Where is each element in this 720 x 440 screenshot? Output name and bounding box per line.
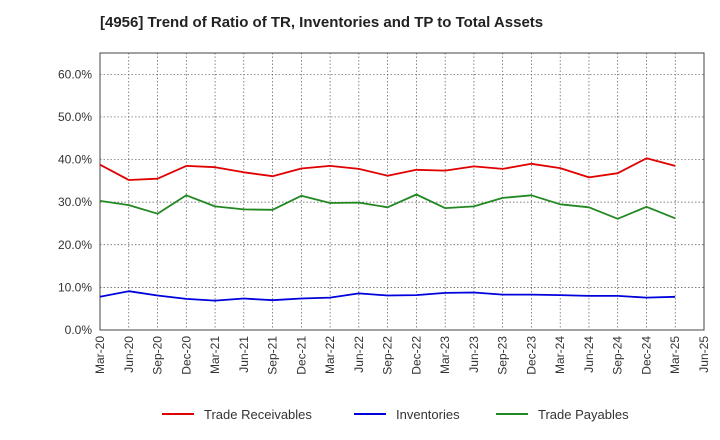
x-tick-label: Dec-22 bbox=[409, 336, 423, 375]
x-tick-label: Mar-23 bbox=[438, 336, 452, 374]
x-tick-label: Jun-22 bbox=[352, 336, 366, 373]
legend-label-trade-payables: Trade Payables bbox=[538, 407, 629, 422]
y-tick-label: 20.0% bbox=[58, 238, 92, 252]
plot-border bbox=[99, 52, 705, 331]
legend-label-trade-receivables: Trade Receivables bbox=[204, 407, 312, 422]
x-tick-label: Mar-25 bbox=[668, 336, 682, 374]
x-tick-label: Mar-22 bbox=[323, 336, 337, 374]
x-tick-label: Sep-23 bbox=[496, 336, 510, 375]
legend-label-inventories: Inventories bbox=[396, 407, 460, 422]
x-tick-label: Jun-25 bbox=[697, 336, 711, 373]
x-tick-label: Mar-20 bbox=[93, 336, 107, 374]
legend: Trade Receivables Inventories Trade Payabl… bbox=[162, 407, 629, 422]
series-lines bbox=[99, 157, 676, 302]
x-tick-label: Mar-24 bbox=[553, 336, 567, 374]
x-tick-label: Jun-20 bbox=[122, 336, 136, 373]
x-tick-label: Sep-21 bbox=[266, 336, 280, 375]
x-tick-label: Jun-21 bbox=[237, 336, 251, 373]
y-tick-label: 40.0% bbox=[58, 153, 92, 167]
x-tick-label: Dec-24 bbox=[639, 336, 653, 375]
x-tick-label: Dec-23 bbox=[524, 336, 538, 375]
plot-area bbox=[100, 53, 704, 330]
x-tick-label: Jun-23 bbox=[467, 336, 481, 373]
y-tick-label: 60.0% bbox=[58, 67, 92, 81]
x-tick-label: Mar-21 bbox=[208, 336, 222, 374]
x-tick-label: Sep-22 bbox=[381, 336, 395, 375]
y-tick-label: 0.0% bbox=[65, 323, 93, 337]
x-tick-label: Sep-24 bbox=[611, 336, 625, 375]
x-tick-label: Jun-24 bbox=[582, 336, 596, 373]
series-line-inventories bbox=[99, 290, 676, 302]
axes: 0.0% 10.0% 20.0% 30.0% 40.0% 50.0% 60.0% Mar-20… bbox=[58, 52, 711, 375]
chart-title: [4956] Trend of Ratio of TR, Inventories… bbox=[100, 14, 544, 31]
x-tick-label: Sep-20 bbox=[151, 336, 165, 375]
y-tick-label: 50.0% bbox=[58, 110, 92, 124]
y-tick-label: 30.0% bbox=[58, 195, 92, 209]
grid-lines bbox=[99, 53, 705, 331]
x-tick-label: Dec-21 bbox=[294, 336, 308, 375]
y-tick-label: 10.0% bbox=[58, 280, 92, 294]
x-tick-label: Dec-20 bbox=[179, 336, 193, 375]
series-line-trade-receivables bbox=[99, 157, 676, 181]
series-line-trade-payables bbox=[99, 193, 676, 220]
